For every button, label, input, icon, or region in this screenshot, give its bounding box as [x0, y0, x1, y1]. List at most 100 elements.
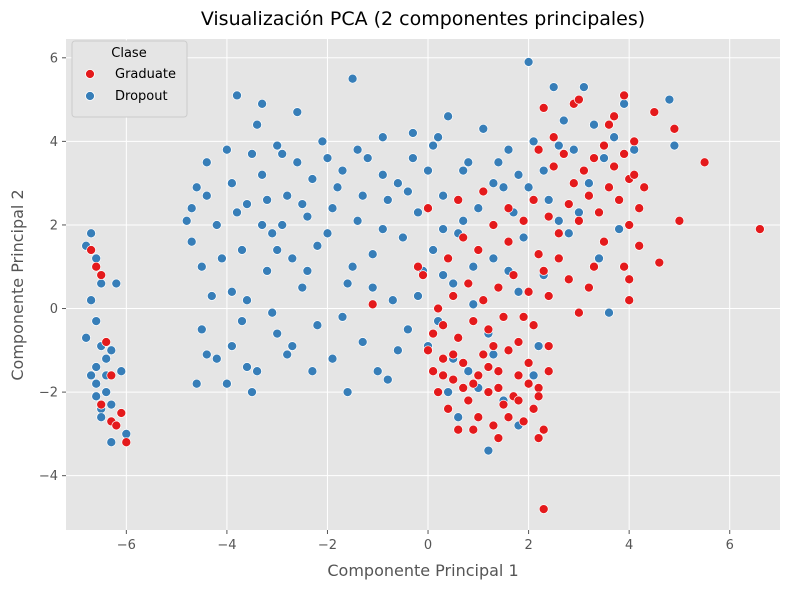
point-dropout — [217, 253, 227, 264]
point-dropout — [357, 190, 368, 201]
point-dropout — [377, 132, 388, 143]
point-dropout — [463, 157, 474, 168]
point-dropout — [86, 228, 96, 239]
point-graduate — [584, 190, 594, 201]
point-dropout — [584, 178, 594, 189]
point-dropout — [438, 190, 448, 201]
point-graduate — [624, 220, 635, 230]
point-graduate — [483, 324, 494, 335]
point-graduate — [533, 249, 544, 260]
point-graduate — [413, 261, 423, 272]
y-tick-label: 2 — [50, 218, 58, 233]
point-dropout — [257, 169, 267, 180]
point-dropout — [413, 207, 423, 218]
point-graduate — [367, 299, 378, 310]
point-graduate — [458, 358, 469, 368]
point-dropout — [579, 82, 589, 92]
point-graduate — [101, 337, 112, 347]
x-tick-label: −4 — [217, 538, 236, 553]
point-dropout — [453, 412, 464, 423]
legend-marker-dropout — [85, 91, 95, 101]
point-dropout — [498, 182, 509, 193]
point-graduate — [448, 349, 459, 360]
point-graduate — [488, 341, 499, 351]
point-dropout — [257, 220, 267, 230]
point-dropout — [387, 295, 398, 306]
point-graduate — [498, 399, 509, 410]
point-dropout — [292, 157, 303, 168]
point-dropout — [342, 278, 353, 289]
point-graduate — [468, 424, 479, 435]
point-dropout — [322, 228, 333, 239]
point-dropout — [257, 98, 267, 109]
y-tick-label: 6 — [50, 51, 58, 66]
point-dropout — [211, 353, 222, 364]
point-dropout — [403, 324, 413, 335]
point-dropout — [393, 345, 403, 356]
point-dropout — [91, 391, 102, 402]
point-graduate — [563, 199, 574, 209]
point-dropout — [211, 220, 222, 230]
point-dropout — [589, 119, 599, 130]
point-dropout — [513, 286, 524, 297]
point-graduate — [533, 433, 544, 443]
point-graduate — [423, 203, 433, 214]
point-dropout — [488, 253, 499, 264]
point-graduate — [609, 161, 619, 172]
point-graduate — [619, 90, 629, 101]
point-dropout — [307, 174, 318, 184]
point-dropout — [111, 278, 122, 289]
point-dropout — [282, 349, 293, 360]
x-tick-label: 0 — [424, 538, 432, 553]
point-graduate — [543, 211, 554, 222]
point-dropout — [382, 374, 393, 385]
x-tick-label: 2 — [524, 538, 532, 553]
point-graduate — [755, 224, 765, 234]
point-dropout — [91, 316, 102, 326]
point-dropout — [242, 199, 252, 209]
point-graduate — [508, 270, 519, 280]
point-dropout — [463, 366, 474, 377]
point-dropout — [629, 144, 640, 155]
point-graduate — [604, 182, 614, 193]
point-dropout — [237, 245, 247, 255]
point-dropout — [443, 111, 453, 122]
point-graduate — [574, 307, 584, 318]
x-tick-label: −6 — [117, 538, 136, 553]
legend-title: Clase — [111, 46, 146, 61]
point-dropout — [393, 178, 403, 189]
legend-marker-graduate — [85, 69, 95, 79]
point-dropout — [367, 282, 378, 293]
point-graduate — [619, 149, 629, 159]
point-graduate — [594, 207, 604, 218]
point-dropout — [458, 215, 469, 226]
point-dropout — [538, 165, 549, 176]
point-graduate — [438, 320, 448, 331]
point-dropout — [191, 182, 202, 193]
point-dropout — [372, 366, 383, 377]
point-graduate — [473, 412, 484, 423]
point-graduate — [418, 270, 428, 280]
point-dropout — [262, 195, 272, 205]
point-graduate — [458, 383, 469, 393]
point-graduate — [579, 165, 589, 176]
point-graduate — [604, 119, 614, 130]
point-graduate — [624, 274, 635, 285]
point-graduate — [699, 157, 710, 168]
point-dropout — [347, 73, 358, 84]
point-dropout — [267, 228, 278, 239]
point-graduate — [599, 236, 609, 247]
point-dropout — [282, 190, 293, 201]
point-graduate — [589, 261, 599, 272]
point-graduate — [453, 195, 464, 205]
point-dropout — [619, 98, 629, 109]
point-graduate — [619, 261, 629, 272]
point-dropout — [252, 366, 262, 377]
point-graduate — [513, 370, 524, 381]
point-dropout — [312, 240, 323, 251]
point-graduate — [629, 136, 640, 147]
point-graduate — [528, 403, 539, 414]
point-dropout — [493, 157, 504, 168]
